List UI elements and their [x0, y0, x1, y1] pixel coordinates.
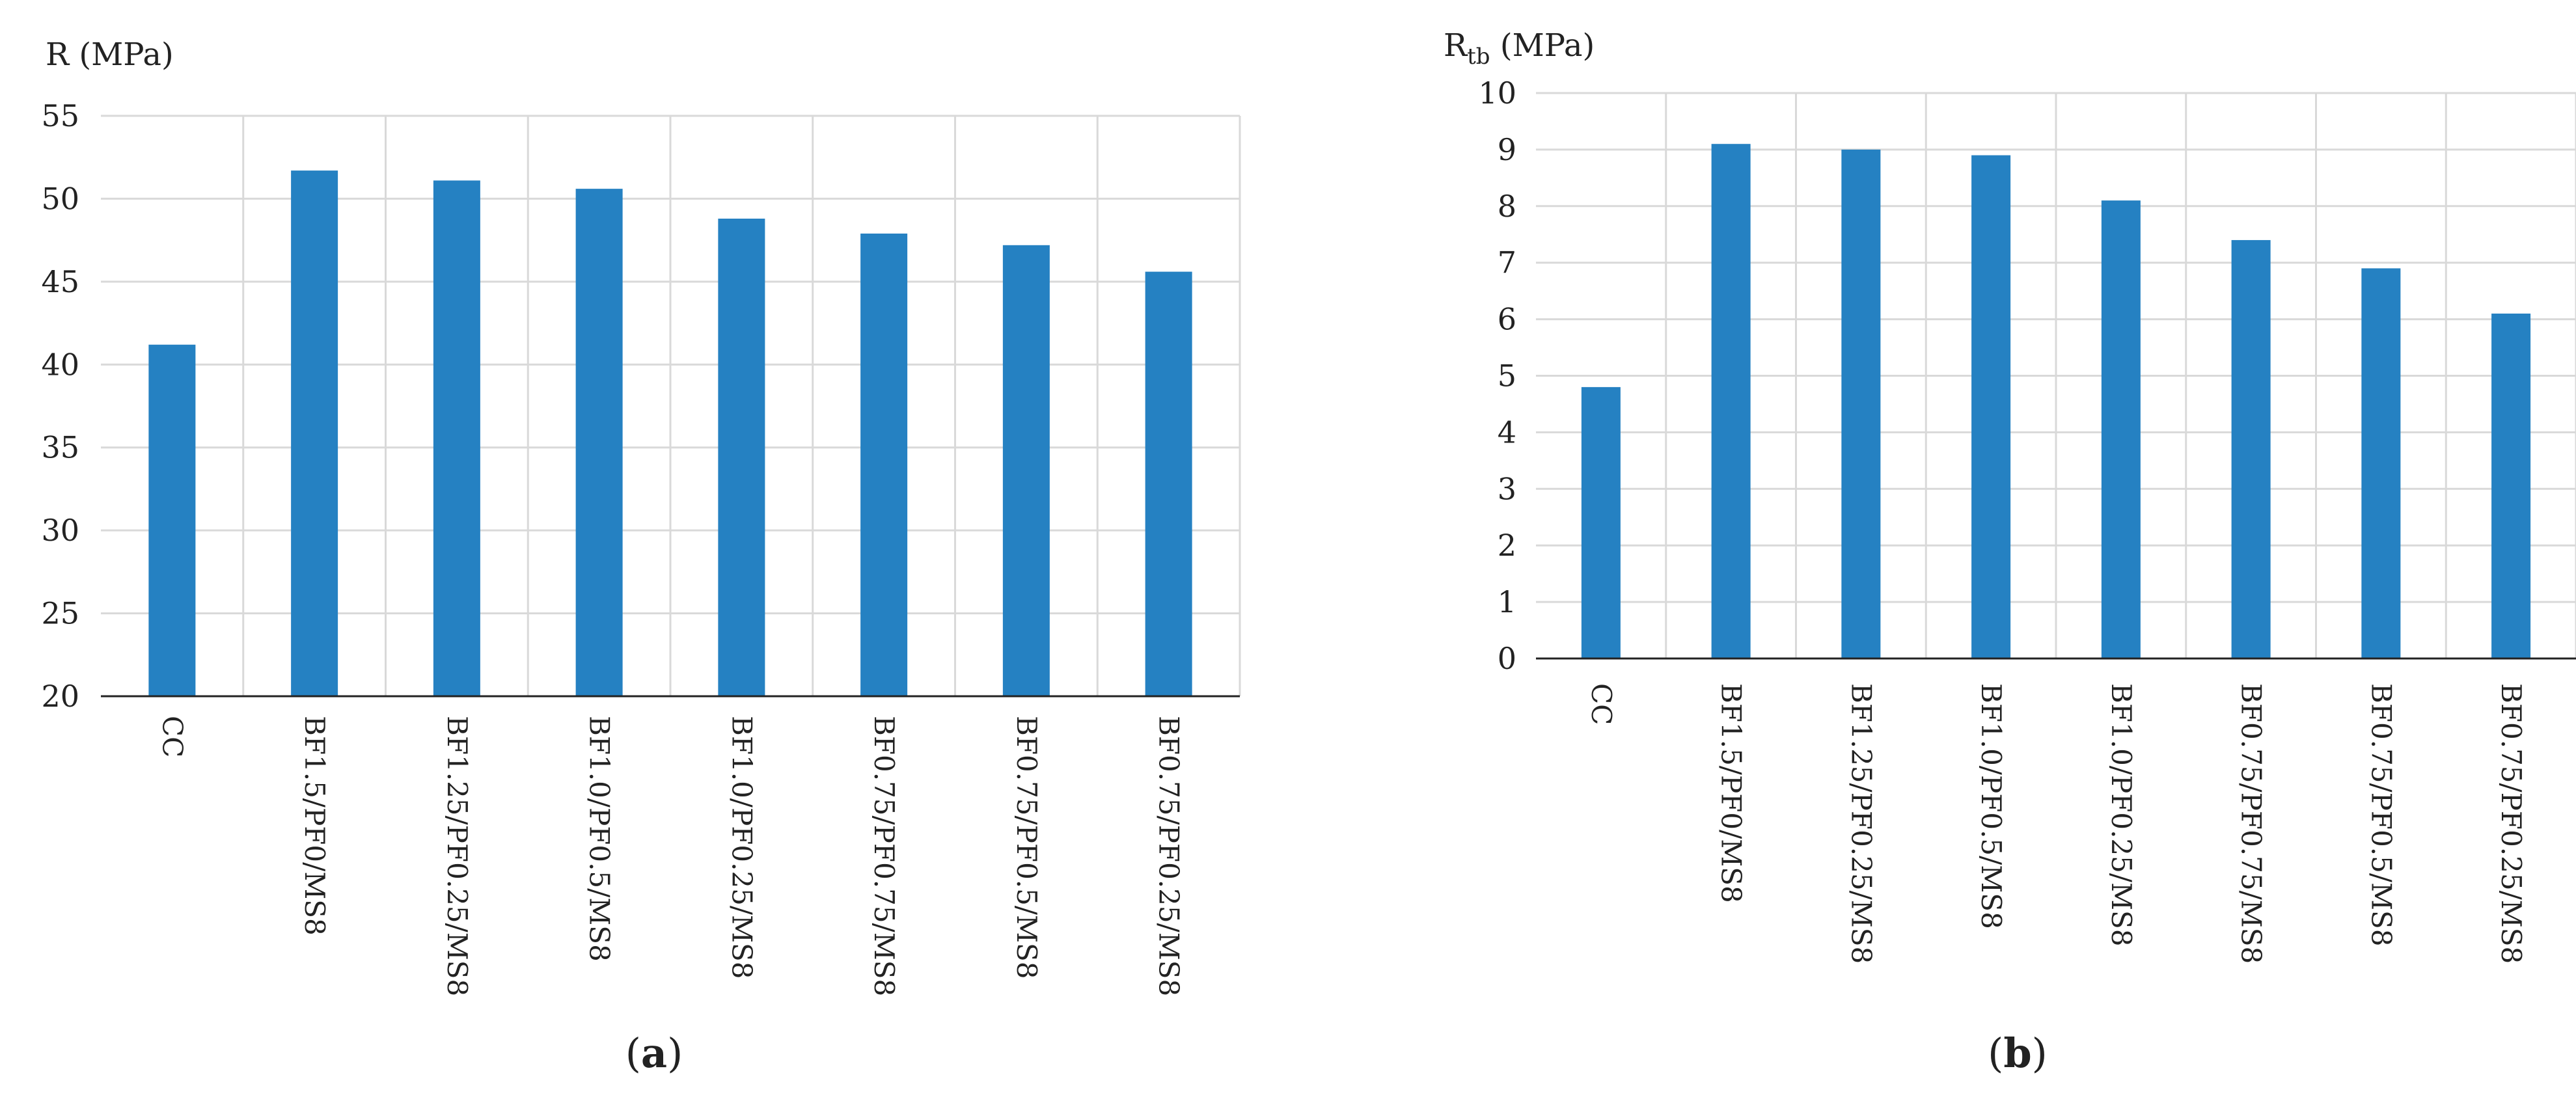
y-tick-label-a: 50: [41, 181, 79, 216]
bar-b-8: [2491, 313, 2531, 658]
x-category-label-b: BF1.25/PF0.25/MS8: [1845, 683, 1877, 964]
x-category-label-a: BF1.0/PF0.5/MS8: [584, 716, 616, 962]
x-category-label-b: CC: [1585, 683, 1617, 725]
bar-b-3: [1841, 149, 1881, 658]
y-tick-label-b: 4: [1498, 414, 1516, 450]
y-tick-label-b: 7: [1498, 245, 1516, 280]
y-tick-label-b: 1: [1498, 584, 1516, 619]
x-category-label-b: BF1.5/PF0/MS8: [1716, 683, 1747, 903]
x-category-label-b: BF0.75/PF0.5/MS8: [2365, 683, 2397, 947]
y-tick-label-b: 2: [1498, 528, 1516, 563]
y-tick-label-a: 30: [41, 513, 79, 548]
bar-a-5: [718, 219, 765, 696]
bar-a-6: [860, 233, 908, 696]
bar-b-2: [1711, 144, 1751, 658]
bar-b-5: [2101, 200, 2141, 658]
bar-b-7: [2361, 268, 2401, 658]
y-tick-label-b: 5: [1498, 359, 1516, 394]
y-axis-title-a: R (MPa): [46, 36, 174, 73]
chart-panel-b: Rtb (MPa) (b) 0 1 2 3 4 5 6 7 8 9 10 CC BF1.5/PF0/MS…: [1444, 27, 2576, 1077]
y-tick-label-b: 9: [1498, 132, 1516, 167]
x-category-label-a: BF0.75/PF0.25/MS8: [1153, 716, 1185, 996]
x-category-label-a: BF1.5/PF0/MS8: [299, 716, 331, 936]
bar-a-4: [575, 189, 623, 696]
y-tick-label-a: 20: [41, 679, 79, 714]
y-tick-label-a: 45: [41, 264, 79, 299]
y-tick-label-a: 35: [41, 430, 79, 465]
bar-b-4: [1971, 155, 2011, 659]
y-tick-label-a: 25: [41, 596, 79, 631]
y-tick-label-b: 0: [1498, 641, 1516, 676]
bar-b-1: [1581, 387, 1621, 658]
bar-b-6: [2231, 239, 2271, 658]
x-category-label-b: BF1.0/PF0.5/MS8: [1975, 683, 2007, 929]
x-category-label-a: BF1.0/PF0.25/MS8: [726, 716, 758, 979]
chart-panel-a: R (MPa) (a) 20 25 30 35 40 45 50 55 CC BF1.5/PF0/…: [41, 36, 1241, 1077]
x-category-label-b: BF1.0/PF0.25/MS8: [2105, 683, 2137, 947]
x-category-label-a: BF0.75/PF0.5/MS8: [1011, 716, 1043, 979]
y-tick-label-b: 3: [1498, 471, 1516, 506]
bar-a-2: [291, 170, 338, 696]
x-category-label-a: BF0.75/PF0.75/MS8: [868, 716, 900, 996]
y-tick-label-a: 55: [41, 98, 79, 133]
y-tick-label-a: 40: [41, 347, 79, 382]
x-category-label-b: BF0.75/PF0.25/MS8: [2495, 683, 2527, 964]
bar-a-3: [433, 180, 480, 696]
x-category-label-b: BF0.75/PF0.75/MS8: [2236, 683, 2268, 964]
bar-a-1: [148, 344, 196, 696]
x-category-label-a: CC: [156, 716, 188, 757]
y-tick-label-b: 6: [1498, 302, 1516, 337]
panel-label-b: (b): [1988, 1029, 2048, 1077]
bar-a-7: [1002, 245, 1050, 696]
y-tick-label-b: 10: [1478, 75, 1516, 111]
y-axis-title-b: Rtb (MPa): [1444, 27, 1595, 70]
panel-label-a: (a): [625, 1029, 683, 1077]
bar-a-8: [1145, 271, 1192, 697]
x-category-label-a: BF1.25/PF0.25/MS8: [441, 716, 473, 996]
y-tick-label-b: 8: [1498, 189, 1516, 224]
